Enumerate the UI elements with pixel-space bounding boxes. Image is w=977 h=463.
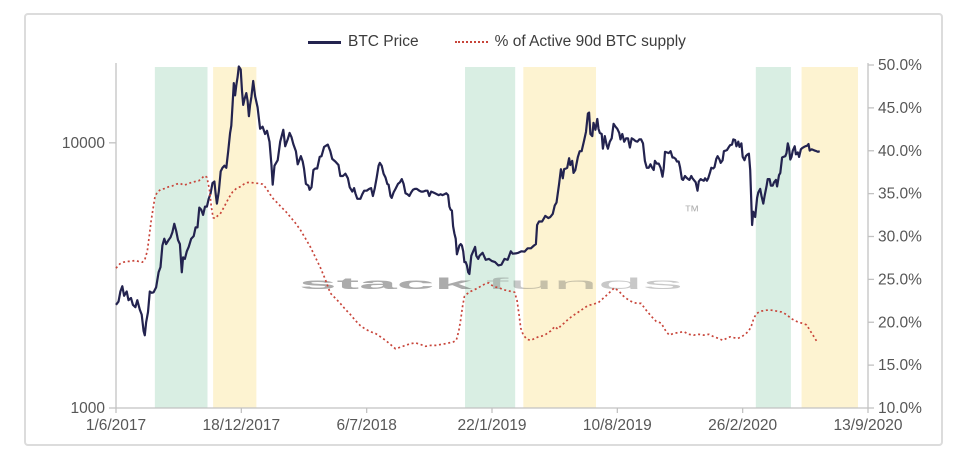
legend: BTC Price % of Active 90d BTC supply — [308, 33, 686, 51]
x-axis-label: 22/1/2019 — [458, 417, 527, 434]
y-axis-right-label: 15.0% — [878, 357, 922, 374]
y-axis-right-label: 40.0% — [878, 143, 922, 160]
watermark-tm-icon: ™ — [684, 203, 700, 220]
x-axis-label: 13/9/2020 — [834, 417, 903, 434]
y-axis-right-label: 20.0% — [878, 314, 922, 331]
legend-label-active-supply: % of Active 90d BTC supply — [494, 33, 686, 50]
y-axis-right-label: 35.0% — [878, 186, 922, 203]
legend-label-btc-price: BTC Price — [348, 33, 419, 50]
active-supply-line — [115, 174, 818, 350]
highlight-band-green — [465, 67, 516, 408]
highlight-band-yellow — [801, 67, 858, 408]
legend-item-active-supply: % of Active 90d BTC supply — [454, 33, 686, 51]
x-axis-label: 18/12/2017 — [203, 417, 281, 434]
btc-price-line — [115, 65, 821, 337]
y-axis-left-label: 1000 — [71, 400, 106, 417]
y-axis-right-label: 30.0% — [878, 229, 922, 246]
supply-line-sample-icon — [454, 41, 488, 43]
highlight-band-green — [755, 67, 791, 408]
x-axis-label: 26/2/2020 — [708, 417, 777, 434]
y-axis-right-label: 10.0% — [878, 400, 922, 417]
highlight-band-yellow — [523, 67, 597, 408]
highlight-band-green — [154, 67, 208, 408]
y-axis-right-label: 25.0% — [878, 271, 922, 288]
x-axis-label: 6/7/2018 — [336, 417, 396, 434]
watermark-funds: funds — [486, 276, 684, 293]
btc-line-sample-icon — [308, 40, 341, 44]
x-axis-label: 10/8/2019 — [583, 417, 652, 434]
y-axis-right-label: 50.0% — [878, 57, 922, 74]
y-axis-left-label: 10000 — [62, 135, 105, 152]
highlight-band-yellow — [213, 67, 257, 408]
legend-item-btc-price: BTC Price — [308, 33, 419, 51]
watermark-stack: stack — [299, 276, 474, 293]
y-axis-right-label: 45.0% — [878, 100, 922, 117]
x-axis-label: 1/6/2017 — [86, 417, 146, 434]
